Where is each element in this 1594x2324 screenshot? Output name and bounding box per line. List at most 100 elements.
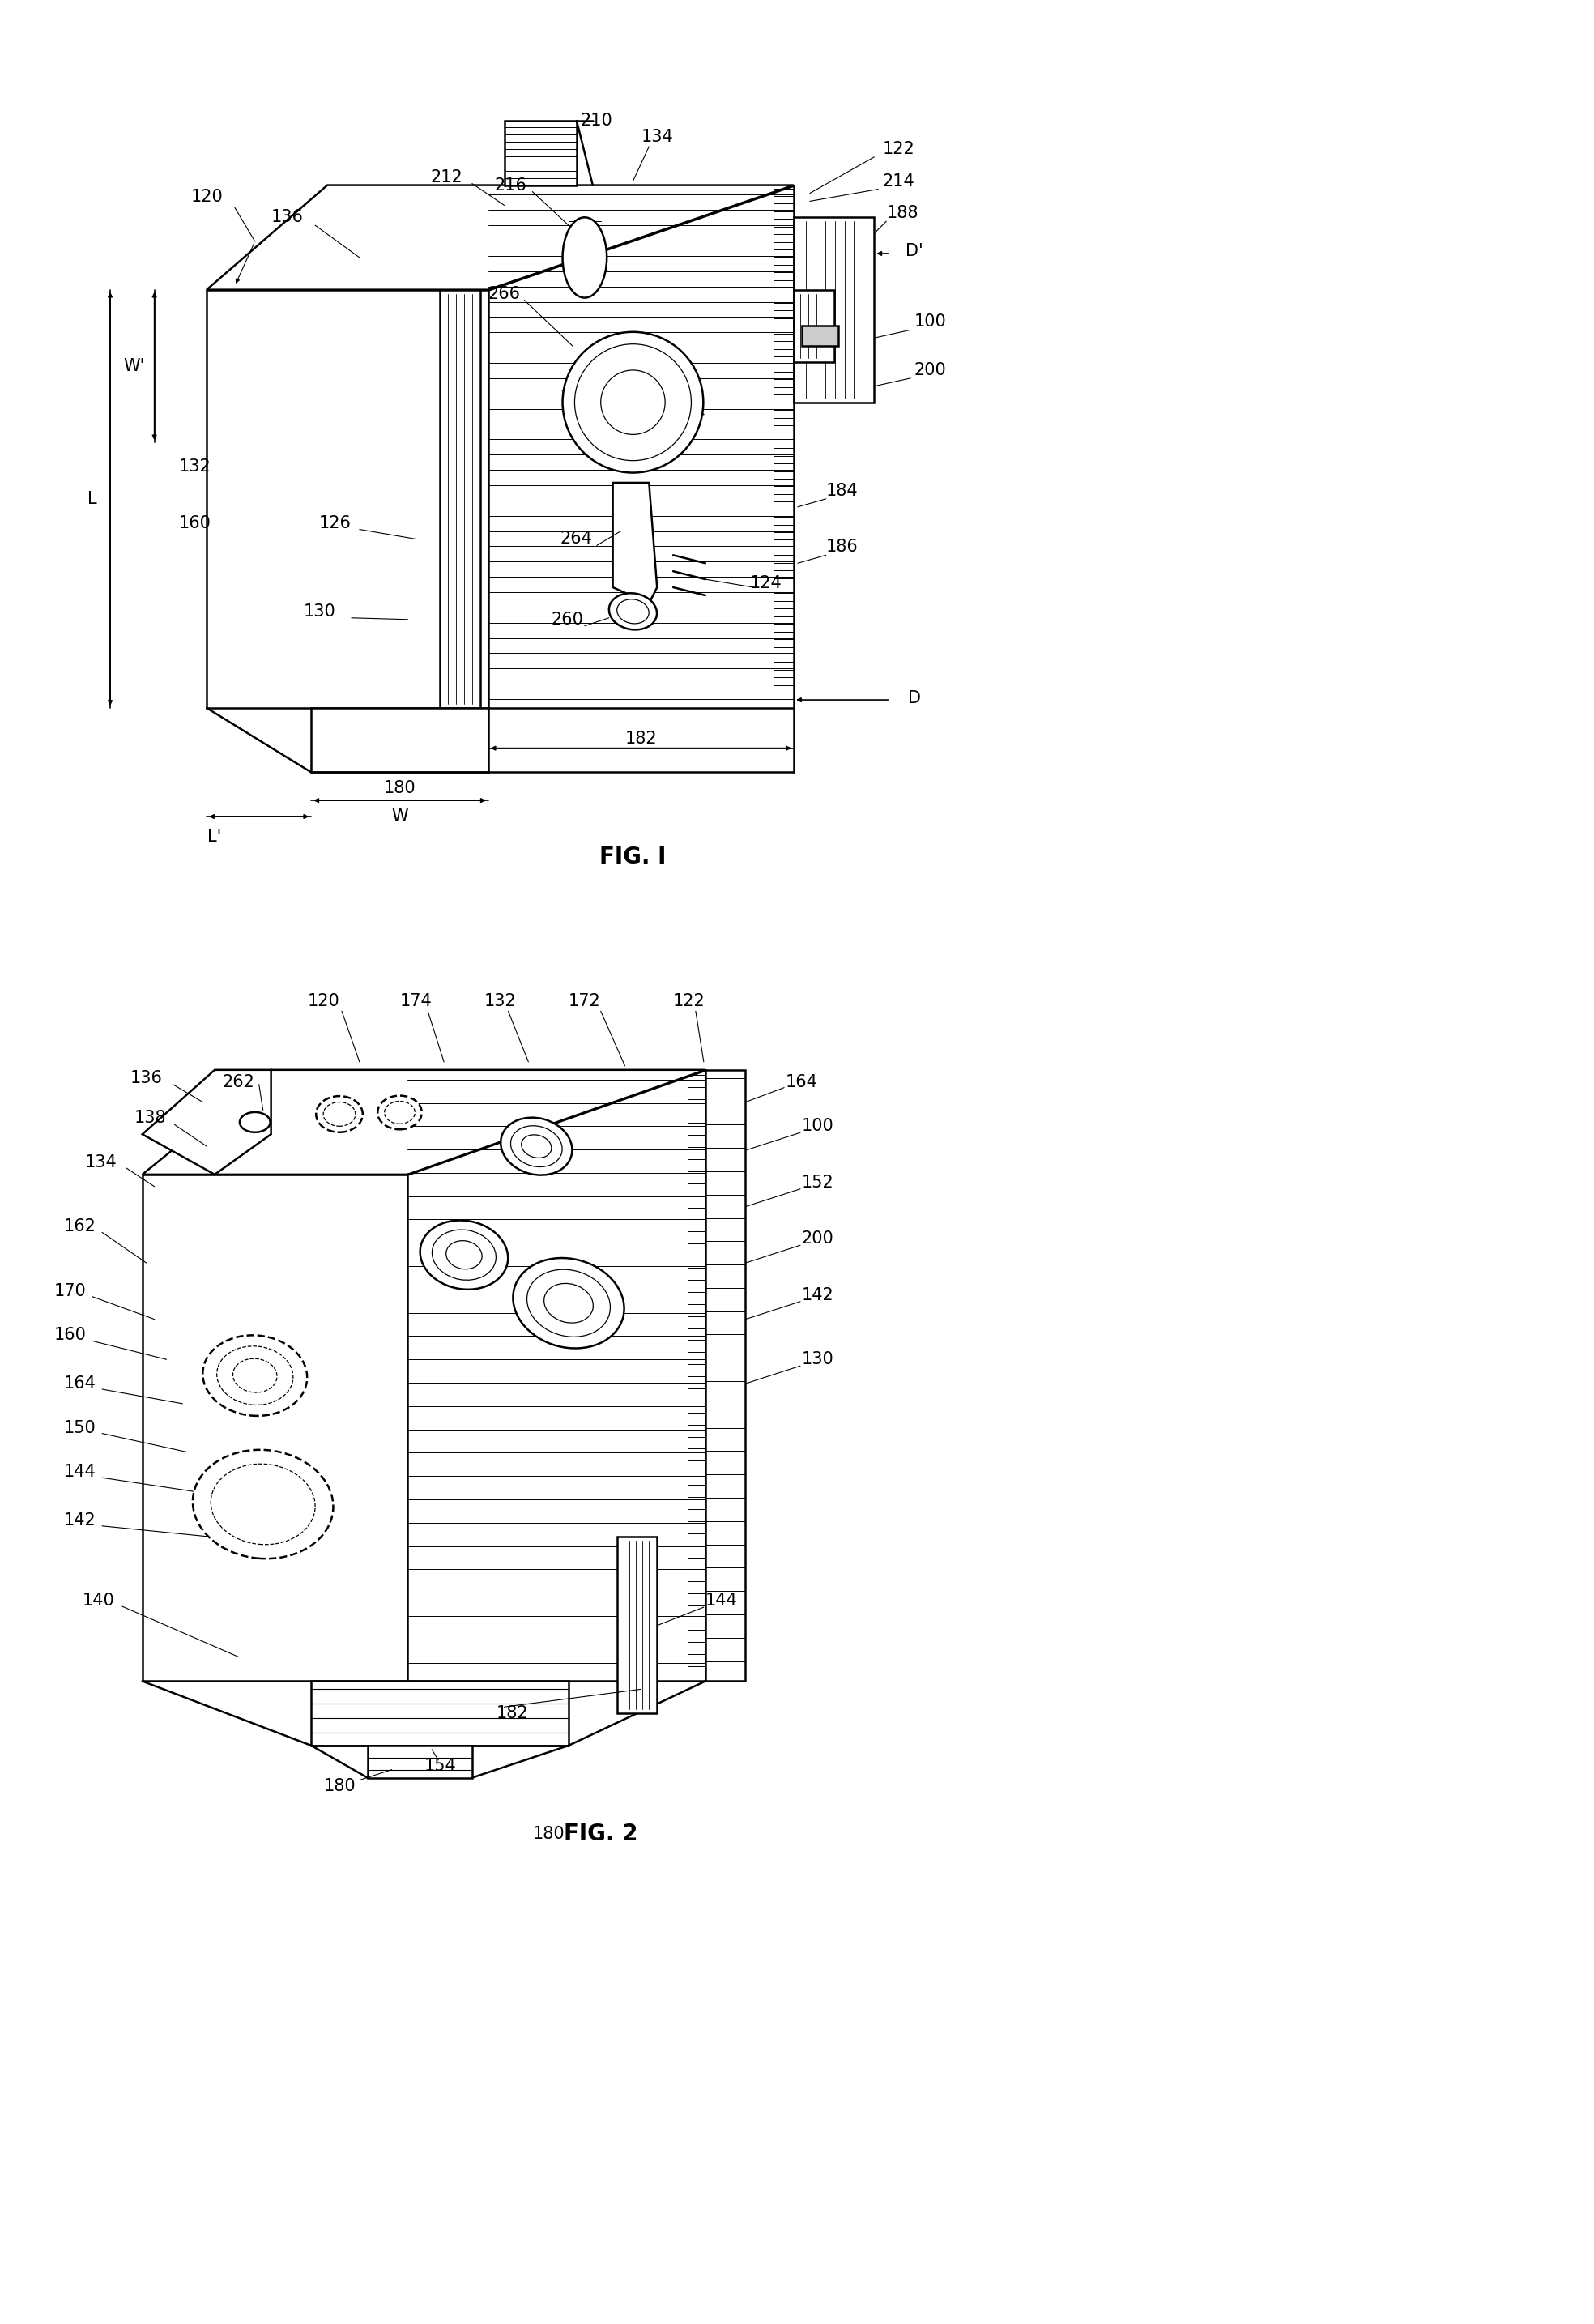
Ellipse shape	[528, 1269, 611, 1336]
Polygon shape	[617, 1536, 657, 1713]
Text: 262: 262	[223, 1074, 255, 1090]
Text: 200: 200	[802, 1232, 834, 1248]
Ellipse shape	[324, 1102, 355, 1127]
Ellipse shape	[239, 1113, 271, 1132]
Text: 214: 214	[881, 172, 915, 188]
Text: 182: 182	[625, 730, 657, 746]
Polygon shape	[794, 218, 874, 402]
Ellipse shape	[316, 1097, 363, 1132]
Ellipse shape	[421, 1220, 508, 1290]
Polygon shape	[408, 1069, 705, 1680]
Text: 212: 212	[430, 170, 462, 186]
Text: 100: 100	[915, 314, 947, 330]
Text: 150: 150	[64, 1420, 96, 1436]
Polygon shape	[142, 1069, 271, 1174]
Ellipse shape	[510, 1125, 563, 1167]
Text: 136: 136	[131, 1069, 163, 1085]
Ellipse shape	[601, 370, 665, 435]
Ellipse shape	[446, 1241, 481, 1269]
Text: 126: 126	[319, 516, 352, 532]
Text: 132: 132	[485, 992, 516, 1009]
Text: D: D	[909, 690, 921, 706]
Text: 152: 152	[802, 1174, 834, 1190]
Text: 142: 142	[64, 1513, 96, 1529]
Text: 140: 140	[81, 1592, 115, 1608]
Ellipse shape	[563, 218, 607, 297]
Ellipse shape	[521, 1134, 552, 1157]
Text: 138: 138	[134, 1111, 166, 1127]
Text: 182: 182	[496, 1706, 528, 1722]
Text: 184: 184	[826, 483, 858, 500]
Ellipse shape	[563, 332, 703, 472]
Text: 134: 134	[84, 1155, 116, 1171]
Polygon shape	[794, 290, 834, 363]
Text: 162: 162	[64, 1218, 96, 1234]
Text: 174: 174	[400, 992, 432, 1009]
Polygon shape	[705, 1069, 746, 1680]
Text: 154: 154	[424, 1757, 456, 1773]
Polygon shape	[311, 1680, 569, 1745]
Text: 180: 180	[384, 781, 416, 797]
Text: W': W'	[124, 358, 145, 374]
Text: 124: 124	[749, 576, 781, 590]
Polygon shape	[488, 186, 794, 709]
Polygon shape	[802, 325, 838, 346]
Polygon shape	[142, 1174, 408, 1680]
Text: 144: 144	[705, 1592, 738, 1608]
Ellipse shape	[544, 1283, 593, 1322]
Ellipse shape	[217, 1346, 293, 1406]
Text: W: W	[392, 809, 408, 825]
Text: 260: 260	[552, 611, 583, 627]
Polygon shape	[207, 290, 488, 709]
Text: 122: 122	[673, 992, 705, 1009]
Text: 170: 170	[54, 1283, 86, 1299]
Text: 164: 164	[64, 1376, 96, 1392]
Text: 172: 172	[569, 992, 601, 1009]
Text: 130: 130	[802, 1350, 834, 1367]
Text: 186: 186	[826, 539, 858, 555]
Text: 120: 120	[308, 992, 340, 1009]
Text: D': D'	[905, 244, 923, 260]
Polygon shape	[612, 483, 657, 604]
Ellipse shape	[609, 593, 657, 630]
Ellipse shape	[574, 344, 692, 460]
Ellipse shape	[617, 600, 649, 623]
Text: 160: 160	[54, 1327, 86, 1343]
Polygon shape	[440, 290, 480, 709]
Text: 132: 132	[179, 458, 210, 474]
Text: 200: 200	[915, 363, 947, 379]
Text: 160: 160	[179, 516, 210, 532]
Ellipse shape	[210, 1464, 316, 1545]
Text: 142: 142	[802, 1287, 834, 1304]
Ellipse shape	[233, 1360, 277, 1392]
Text: 266: 266	[488, 286, 521, 302]
Ellipse shape	[501, 1118, 572, 1176]
Text: 122: 122	[881, 142, 915, 158]
Polygon shape	[207, 186, 794, 290]
Text: 188: 188	[886, 205, 918, 221]
Polygon shape	[142, 1069, 705, 1174]
Text: 136: 136	[271, 209, 303, 225]
Ellipse shape	[193, 1450, 333, 1559]
Text: 144: 144	[64, 1464, 96, 1480]
Text: 100: 100	[802, 1118, 834, 1134]
Ellipse shape	[384, 1102, 414, 1125]
Ellipse shape	[513, 1257, 625, 1348]
Text: 164: 164	[786, 1074, 818, 1090]
Text: FIG. I: FIG. I	[599, 846, 666, 869]
Text: L: L	[88, 490, 97, 507]
Text: 120: 120	[191, 188, 223, 205]
Text: 134: 134	[641, 128, 673, 144]
Text: 210: 210	[580, 112, 612, 128]
Text: FIG. 2: FIG. 2	[564, 1822, 638, 1845]
Text: L': L'	[207, 830, 222, 844]
Text: 216: 216	[494, 177, 528, 193]
Text: 180: 180	[532, 1827, 564, 1843]
Polygon shape	[504, 121, 577, 186]
Polygon shape	[311, 709, 488, 772]
Text: 264: 264	[561, 530, 593, 546]
Ellipse shape	[202, 1336, 308, 1415]
Text: 180: 180	[324, 1778, 355, 1794]
Text: 130: 130	[303, 604, 335, 621]
Ellipse shape	[432, 1229, 496, 1281]
